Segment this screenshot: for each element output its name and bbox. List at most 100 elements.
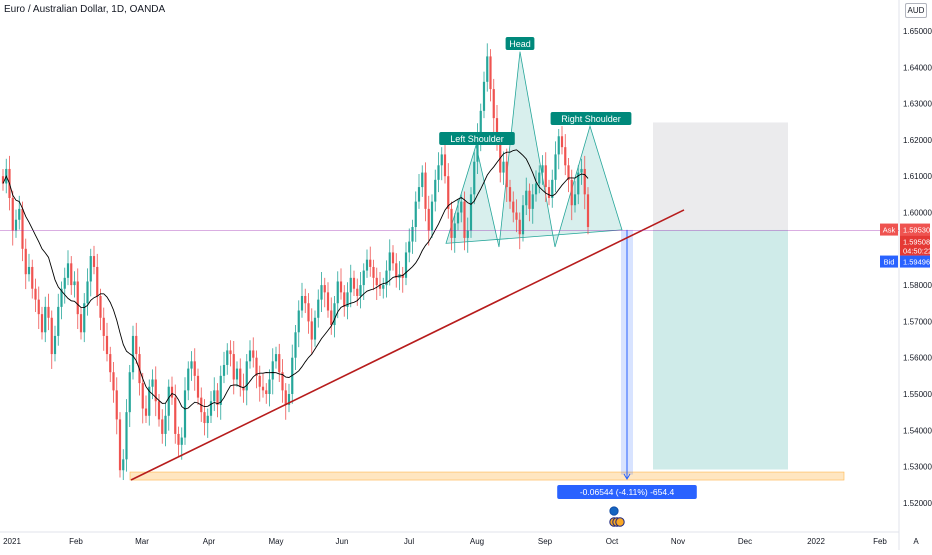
candle-body bbox=[79, 314, 83, 333]
candle-body bbox=[60, 288, 63, 307]
candle-body bbox=[70, 263, 73, 286]
candle-body bbox=[252, 350, 255, 358]
measure-label-bg bbox=[557, 485, 697, 499]
candle-body bbox=[323, 285, 326, 293]
time-tick-label: Nov bbox=[671, 537, 685, 546]
candle-body bbox=[242, 386, 245, 391]
time-tick-label: Dec bbox=[738, 537, 752, 546]
candle-body bbox=[187, 368, 190, 391]
candle-body bbox=[167, 386, 170, 416]
candle-body bbox=[11, 197, 14, 231]
candle-body bbox=[18, 208, 21, 220]
candle-body bbox=[300, 295, 304, 311]
countdown: 04:50:22 bbox=[903, 247, 932, 256]
candle-body bbox=[24, 248, 27, 275]
candle-body bbox=[482, 81, 486, 111]
candle-body bbox=[460, 201, 463, 213]
candle-body bbox=[310, 321, 313, 340]
candle-body bbox=[151, 379, 154, 387]
axis-layer: 1.65000 1.64000 1.63000 1.62000 1.61000 1.600… bbox=[3, 27, 932, 546]
candle-body bbox=[235, 368, 239, 380]
candle-body bbox=[183, 390, 187, 438]
price-tick-label: 1.55000 bbox=[903, 390, 932, 399]
measure-label: -0.06544 (-4.11%) -654.4 bbox=[580, 487, 675, 497]
price-tick-label: 1.54000 bbox=[903, 426, 932, 435]
candle-body bbox=[385, 270, 388, 286]
candle-body bbox=[31, 266, 34, 289]
candle-body bbox=[541, 165, 544, 173]
price-tick-label: 1.63000 bbox=[903, 100, 932, 109]
candle-body bbox=[544, 165, 547, 188]
measure-arrow-head bbox=[623, 473, 631, 481]
candle-body bbox=[109, 354, 112, 373]
candle-body bbox=[330, 310, 333, 326]
time-tick-label: Apr bbox=[203, 537, 216, 546]
candle-body bbox=[21, 208, 24, 249]
moving-average-line bbox=[2, 149, 589, 410]
candle-body bbox=[203, 412, 206, 424]
candle-body bbox=[131, 335, 135, 373]
candle-body bbox=[281, 372, 284, 391]
candle-body bbox=[297, 310, 300, 333]
candle-body bbox=[378, 285, 382, 289]
candle-body bbox=[434, 179, 437, 202]
candle-body bbox=[258, 375, 261, 387]
candle-body bbox=[424, 172, 427, 209]
candle-body bbox=[37, 299, 40, 315]
price-tick-label: 1.61000 bbox=[903, 172, 932, 181]
price-tick-label: 1.53000 bbox=[903, 463, 932, 472]
candle-body bbox=[508, 187, 512, 202]
candle-body bbox=[141, 383, 144, 409]
symbol-title[interactable]: Euro / Australian Dollar, 1D, OANDA bbox=[4, 4, 166, 15]
candle-body bbox=[372, 266, 375, 278]
candle-body bbox=[512, 201, 515, 213]
candle-body bbox=[486, 56, 489, 82]
candle-body bbox=[346, 292, 349, 307]
candle-body bbox=[391, 252, 395, 264]
candle-body bbox=[570, 179, 573, 206]
candle-body bbox=[469, 194, 473, 231]
candle-body bbox=[115, 390, 118, 420]
candle-body bbox=[417, 187, 421, 202]
candle-body bbox=[190, 361, 193, 369]
time-tick-label: Jul bbox=[404, 537, 414, 546]
currency-button[interactable]: AUD bbox=[905, 3, 927, 18]
candle-body bbox=[430, 201, 434, 231]
candle-body bbox=[336, 281, 339, 304]
bid-price-bg bbox=[900, 255, 930, 268]
label-right-shoulder: Right Shoulder bbox=[561, 114, 621, 124]
candle-body bbox=[551, 179, 554, 198]
price-tick-label: 1.58000 bbox=[903, 281, 932, 290]
candle-body bbox=[547, 187, 551, 198]
candle-body bbox=[401, 274, 404, 278]
candle-body bbox=[450, 208, 453, 238]
candle-body bbox=[99, 295, 102, 318]
ask-price-bg bbox=[900, 223, 930, 236]
candle-body bbox=[320, 285, 323, 300]
candle-body bbox=[564, 147, 567, 166]
candle-body bbox=[505, 161, 508, 188]
label-left-shoulder-bg bbox=[439, 132, 515, 145]
candle-body bbox=[135, 335, 138, 355]
candle-body bbox=[128, 372, 131, 413]
candle-body bbox=[583, 168, 586, 195]
candle-body bbox=[573, 194, 577, 206]
candle-body bbox=[359, 285, 362, 296]
candle-body bbox=[492, 89, 495, 119]
label-head: Head bbox=[509, 39, 531, 49]
candle-body bbox=[560, 136, 564, 148]
candle-body bbox=[170, 386, 174, 398]
candle-body bbox=[414, 201, 417, 228]
candle-body bbox=[47, 306, 50, 318]
target-zone bbox=[653, 229, 788, 470]
candle-body bbox=[443, 154, 447, 177]
time-tick-label: Sep bbox=[538, 537, 553, 546]
candle-body bbox=[456, 212, 460, 224]
trendline bbox=[130, 209, 685, 481]
candle-body bbox=[421, 172, 424, 188]
candle-body bbox=[53, 335, 57, 355]
candle-body bbox=[105, 335, 109, 355]
last-price: 1.59508 bbox=[903, 238, 930, 247]
